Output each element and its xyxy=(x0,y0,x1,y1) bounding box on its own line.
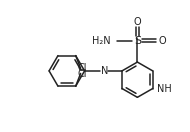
Text: O: O xyxy=(158,36,166,46)
Text: H₂N: H₂N xyxy=(92,36,111,46)
Text: Cl: Cl xyxy=(78,69,87,79)
Text: N: N xyxy=(101,66,108,76)
Text: NH: NH xyxy=(157,84,171,95)
Text: Cl: Cl xyxy=(78,63,87,73)
Text: O: O xyxy=(134,17,141,27)
Text: S: S xyxy=(134,36,141,46)
